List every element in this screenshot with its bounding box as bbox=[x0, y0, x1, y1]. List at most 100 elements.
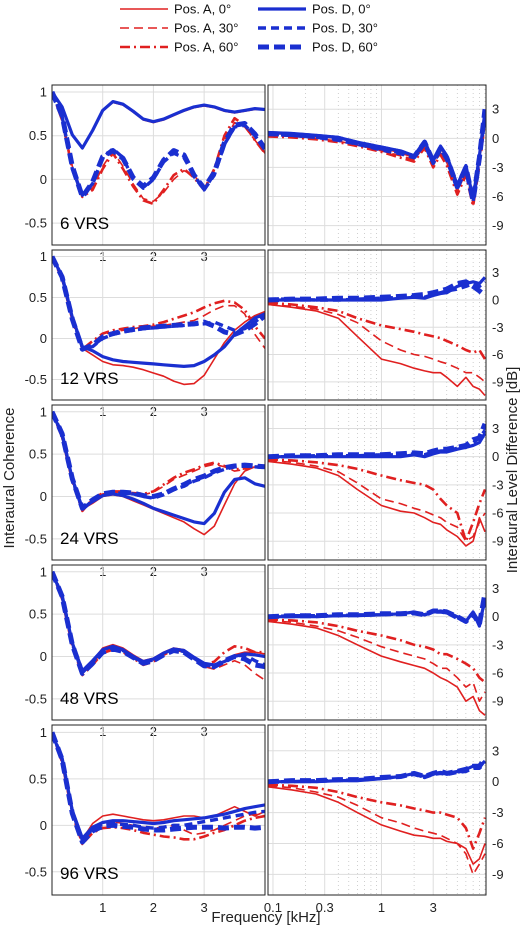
y-tick-label: -0.5 bbox=[25, 864, 47, 879]
panel-right-48-vrs: 3 0 -3 -6 -9 bbox=[267, 564, 504, 721]
series-group bbox=[52, 410, 265, 536]
series-group bbox=[268, 592, 486, 716]
y-tick-label: 3 bbox=[492, 102, 499, 117]
y-tick-label: -0.5 bbox=[25, 372, 47, 387]
series-line bbox=[52, 91, 265, 197]
x-tick-label: 1 bbox=[378, 900, 385, 915]
legend-label: Pos. A, 60° bbox=[174, 40, 238, 55]
y-tick-label: -9 bbox=[492, 694, 504, 709]
series-line bbox=[52, 91, 265, 150]
series-line bbox=[52, 410, 265, 511]
series-line bbox=[52, 570, 265, 676]
axes-frame bbox=[267, 724, 487, 896]
series-group bbox=[52, 731, 265, 846]
series-group bbox=[52, 255, 265, 386]
y-tick-label: 1 bbox=[40, 564, 47, 579]
x-tick-label: 2 bbox=[150, 900, 157, 915]
x-tick-label: 1 bbox=[99, 900, 106, 915]
series-line bbox=[268, 459, 486, 543]
y-tick-label: -9 bbox=[492, 534, 504, 549]
series-line bbox=[268, 618, 486, 684]
axes-frame bbox=[51, 724, 266, 896]
y-tick-label: 0.5 bbox=[29, 290, 47, 305]
axes-frame bbox=[51, 404, 266, 561]
y-tick-label: 3 bbox=[492, 265, 499, 280]
row-label: 6 VRS bbox=[60, 214, 109, 233]
y-tick-label: 3 bbox=[492, 421, 499, 436]
legend-label: Pos. D, 30° bbox=[312, 21, 378, 36]
y-tick-label: -9 bbox=[492, 867, 504, 882]
series-line bbox=[268, 422, 486, 460]
panels: 1 0.5 0 -0.5 6 VRS 1 2 3 3 0 -3 -6 -9 1 0.5 0 -0.5 12 VRS… bbox=[25, 84, 504, 915]
y-tick-label: 0 bbox=[492, 131, 499, 146]
y-tick-label: 0 bbox=[40, 172, 47, 187]
x-tick-label: 0.3 bbox=[316, 900, 334, 915]
series-line bbox=[52, 731, 265, 845]
axes-frame bbox=[267, 84, 487, 246]
y-tick-label: -9 bbox=[492, 374, 504, 389]
series-line bbox=[268, 303, 486, 383]
series-line bbox=[52, 411, 265, 536]
y-tick-label: -0.5 bbox=[25, 691, 47, 706]
series-line bbox=[268, 120, 486, 208]
y-tick-label: -9 bbox=[492, 218, 504, 233]
y-tick-label: 0 bbox=[40, 818, 47, 833]
row-label: 48 VRS bbox=[60, 689, 119, 708]
series-group bbox=[52, 570, 265, 681]
series-line bbox=[268, 786, 486, 865]
y-tick-label: -6 bbox=[492, 506, 504, 521]
y-tick-label: 0.5 bbox=[29, 771, 47, 786]
y-tick-label: 0 bbox=[40, 649, 47, 664]
axes-frame bbox=[51, 564, 266, 721]
legend-label: Pos. A, 0° bbox=[174, 2, 231, 17]
panel-right-24-vrs: 3 0 -3 -6 -9 bbox=[267, 404, 504, 561]
row-label: 24 VRS bbox=[60, 529, 119, 548]
y-tick-label: -3 bbox=[492, 805, 504, 820]
series-line bbox=[52, 255, 265, 352]
y-tick-label: 1 bbox=[40, 84, 47, 99]
series-line bbox=[268, 620, 486, 716]
y-axis-label-left: Interaural Coherence bbox=[1, 408, 18, 549]
series-line bbox=[268, 458, 486, 543]
row-label: 12 VRS bbox=[60, 369, 119, 388]
panel-right-96-vrs: 3 0 -3 -6 -9 0.1 0.3 1 3 bbox=[264, 724, 504, 915]
y-tick-label: 0.5 bbox=[29, 447, 47, 462]
y-tick-label: 1 bbox=[40, 404, 47, 419]
y-tick-label: 0.5 bbox=[29, 607, 47, 622]
series-group bbox=[268, 422, 486, 547]
series-line bbox=[52, 732, 265, 842]
panel-right-6-vrs: 3 0 -3 -6 -9 bbox=[267, 84, 504, 246]
series-line bbox=[268, 301, 486, 360]
x-tick-label: 3 bbox=[201, 900, 208, 915]
y-tick-label: 0 bbox=[492, 774, 499, 789]
axes-frame bbox=[267, 249, 487, 401]
y-tick-label: -6 bbox=[492, 347, 504, 362]
series-line bbox=[52, 571, 265, 681]
x-tick-label: 0.1 bbox=[264, 900, 282, 915]
y-tick-label: -0.5 bbox=[25, 531, 47, 546]
series-line bbox=[268, 429, 486, 459]
y-tick-label: 0 bbox=[40, 331, 47, 346]
y-tick-label: 0 bbox=[492, 293, 499, 308]
legend-label: Pos. D, 60° bbox=[312, 40, 378, 55]
y-tick-label: 0.5 bbox=[29, 128, 47, 143]
axes-frame bbox=[267, 564, 487, 721]
y-tick-label: -6 bbox=[492, 666, 504, 681]
series-line bbox=[268, 460, 486, 547]
legend-label: Pos. D, 0° bbox=[312, 2, 371, 17]
y-tick-label: 0 bbox=[492, 609, 499, 624]
y-tick-label: -3 bbox=[492, 477, 504, 492]
series-group bbox=[52, 91, 265, 206]
series-line bbox=[268, 108, 486, 203]
series-line bbox=[268, 303, 486, 397]
y-tick-label: -6 bbox=[492, 836, 504, 851]
y-tick-label: -3 bbox=[492, 637, 504, 652]
y-tick-label: -6 bbox=[492, 189, 504, 204]
y-tick-label: 0 bbox=[40, 489, 47, 504]
series-line bbox=[52, 91, 265, 200]
panel-left-96-vrs: 1 0.5 0 -0.5 96 VRS 1 2 3 bbox=[25, 724, 266, 915]
